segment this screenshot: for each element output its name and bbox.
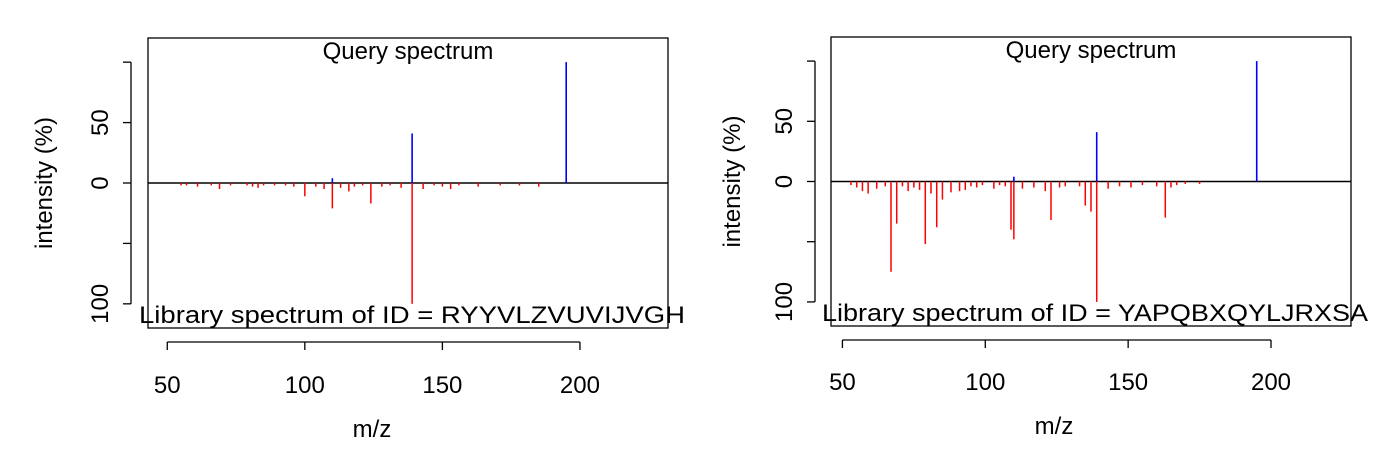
query-spectrum-label: Query spectrum [1006, 37, 1177, 64]
x-tick-label: 100 [285, 372, 325, 399]
x-tick-label: 150 [1108, 369, 1148, 396]
x-tick-label: 50 [154, 372, 181, 399]
query-spectrum-label: Query spectrum [323, 38, 494, 65]
y-axis-label: intensity (%) [719, 115, 746, 247]
library-spectrum-label: Library spectrum of ID = RYYVLZVUVIJVGH [139, 302, 685, 329]
y-tick-label: 0 [771, 175, 798, 188]
y-tick-label: 50 [87, 109, 114, 136]
y-axis-label: intensity (%) [31, 117, 58, 249]
left-spectrum-panel: 50 100 150 200 50 0 100 m/z intensity (%) Query s… [31, 37, 685, 443]
y-tick-label: 100 [87, 284, 114, 324]
y-tick-label: 100 [771, 282, 798, 322]
x-axis-label: m/z [353, 416, 392, 443]
x-tick-label: 150 [422, 372, 462, 399]
y-tick-label: 50 [771, 108, 798, 135]
x-tick-label: 100 [965, 369, 1005, 396]
library-spectrum-label: Library spectrum of ID = YAPQBXQYLJRXSA [822, 300, 1368, 327]
x-axis-label: m/z [1035, 413, 1074, 440]
x-tick-label: 50 [829, 369, 856, 396]
x-tick-label: 200 [560, 372, 600, 399]
y-tick-label: 0 [87, 176, 114, 189]
x-tick-label: 200 [1251, 369, 1291, 396]
right-spectrum-panel: 50 100 150 200 50 0 100 m/z intensity (%) Query s… [719, 36, 1368, 440]
